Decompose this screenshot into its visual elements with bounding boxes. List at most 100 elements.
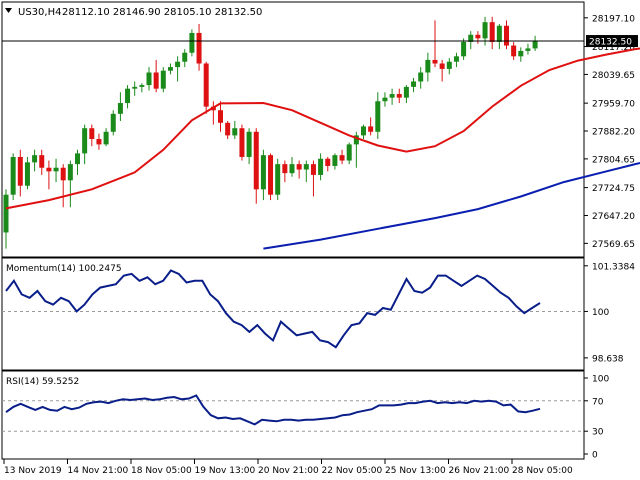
candlesticks (3, 16, 538, 249)
candle (296, 160, 302, 179)
candle-body (353, 135, 359, 145)
price-panel[interactable] (1, 1, 585, 258)
price-tick-label: 27804.65 (592, 155, 635, 165)
candle-body (504, 25, 509, 46)
candle-body (468, 34, 474, 42)
candle-body (246, 131, 252, 157)
candle (425, 52, 431, 82)
candle (167, 63, 173, 75)
time-tick-label: 13 Nov 2019 (4, 466, 62, 476)
candle (496, 23, 502, 50)
candle (396, 88, 402, 104)
candle-body (361, 126, 366, 136)
price-tick-label: 28039.65 (592, 71, 635, 81)
candle (218, 101, 223, 132)
candle-body (239, 128, 245, 157)
time-tick-label: 22 Nov 05:00 (322, 466, 383, 476)
candle (303, 160, 309, 183)
candle-body (175, 61, 181, 68)
price-tick-label: 27569.65 (592, 240, 635, 250)
candle-body (411, 81, 417, 87)
candle-body (289, 164, 295, 174)
candle-body (368, 126, 374, 132)
momentum-panel-frame (1, 257, 585, 371)
candle (511, 41, 517, 60)
time-tick-label: 19 Nov 13:00 (195, 466, 256, 476)
rsi-line (5, 394, 541, 426)
candle-body (167, 67, 173, 71)
candle-body (125, 88, 131, 104)
price-axis: 28197.10 28117.20 28039.65 27959.70 27882.20… (584, 14, 635, 250)
osc-tick-label: 100 (592, 375, 609, 385)
candle (17, 149, 23, 197)
candle (418, 67, 424, 89)
osc-tick-label: 98.638 (592, 354, 624, 364)
candle (453, 52, 459, 68)
candle-body (325, 158, 331, 166)
candle-body (89, 128, 95, 139)
candle-body (268, 155, 274, 195)
candle (89, 124, 95, 147)
candle-body (318, 158, 324, 175)
chevron-down-icon[interactable] (5, 8, 12, 13)
candle (110, 110, 116, 136)
candle (504, 20, 509, 50)
candle-body (489, 22, 495, 42)
rsi-panel[interactable] (1, 370, 585, 460)
candle-body (346, 144, 352, 161)
candle (253, 128, 259, 204)
chart-header: US30,H4 28112.10 28146.90 28105.10 28132… (5, 7, 262, 18)
candle-body (196, 32, 202, 64)
momentum-panel[interactable] (1, 257, 585, 371)
candle (432, 20, 438, 68)
momentum-line (5, 269, 541, 349)
candle-body (453, 56, 459, 62)
candle-body (189, 32, 195, 53)
candle-body (24, 162, 30, 186)
time-tick-label: 18 Nov 05:00 (131, 466, 192, 476)
candle (446, 58, 452, 75)
price-tick-label: 28117.20 (592, 43, 635, 53)
candle (232, 121, 238, 139)
candle (60, 164, 66, 208)
candle-body (482, 22, 488, 39)
candle (375, 92, 381, 139)
osc-tick-label: 0 (592, 451, 598, 461)
candle-body (110, 113, 116, 132)
candle-body (182, 52, 188, 62)
candle-body (461, 41, 467, 57)
ohlc-values: 28112.10 28146.90 28105.10 28132.50 (62, 7, 262, 18)
candle-body (3, 194, 9, 233)
candle-body (17, 156, 23, 186)
price-tick-label: 27647.20 (592, 212, 635, 222)
candle (67, 160, 73, 208)
candle-body (396, 94, 402, 98)
current-price-tag: 28132.50 (586, 35, 638, 48)
candle (439, 59, 445, 82)
candle (246, 128, 252, 165)
moving-average-fast-line (5, 47, 640, 210)
candle-body (153, 72, 159, 89)
candle (132, 81, 138, 96)
candle-body (232, 128, 238, 136)
candle-body (275, 164, 281, 195)
candle (117, 92, 123, 122)
candle (461, 38, 467, 60)
candle (182, 49, 188, 68)
candle-body (382, 97, 388, 102)
candle (260, 149, 266, 201)
candle (403, 85, 409, 104)
candle (289, 156, 295, 177)
candle (103, 128, 109, 147)
rsi-panel-frame (1, 370, 585, 460)
candle-body (389, 94, 395, 98)
candle-body (532, 41, 538, 49)
current-price-label: 28132.50 (589, 38, 632, 48)
candle-body (432, 59, 438, 64)
candle-body (146, 72, 152, 86)
candle (475, 31, 481, 44)
candle-body (475, 34, 481, 39)
price-panel-frame (1, 1, 585, 258)
candle-body (132, 86, 138, 89)
